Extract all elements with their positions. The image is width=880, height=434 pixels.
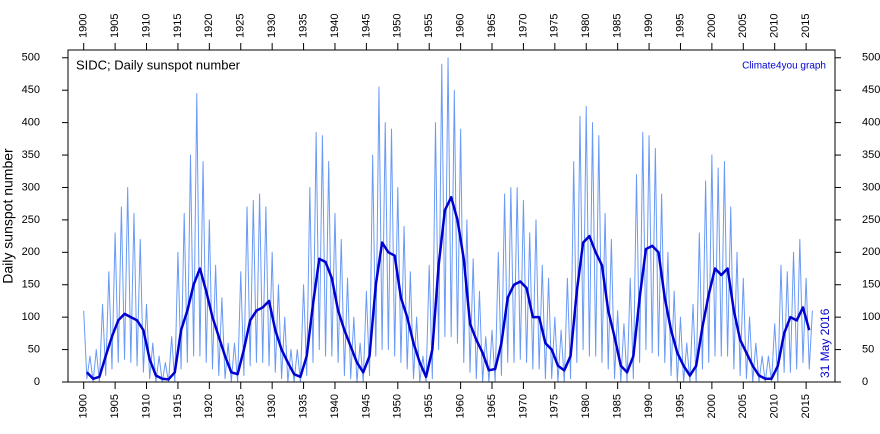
x-tick-label-top: 1915: [172, 14, 184, 38]
x-tick-label: 1970: [517, 394, 529, 418]
y-tick-label: 200: [22, 246, 40, 258]
y2-tick-label: 50: [862, 343, 874, 355]
y-tick-label: 100: [22, 311, 40, 323]
x-tick-label-top: 1990: [643, 14, 655, 38]
x-tick-label: 1945: [360, 394, 372, 418]
x-tick-label: 1995: [674, 394, 686, 418]
y-tick-label: 400: [22, 117, 40, 129]
y2-tick-label: 0: [862, 376, 868, 388]
x-tick-label: 1935: [297, 394, 309, 418]
x-tick-label: 2005: [737, 394, 749, 418]
x-tick-label-top: 1920: [203, 14, 215, 38]
y2-tick-label: 150: [862, 279, 880, 291]
x-tick-label-top: 1945: [360, 14, 372, 38]
y-tick-label: 250: [22, 214, 40, 226]
x-tick-label-top: 1910: [140, 14, 152, 38]
x-tick-label: 2015: [800, 394, 812, 418]
y-tick-label: 350: [22, 149, 40, 161]
x-tick-label-top: 1940: [329, 14, 341, 38]
x-tick-label: 1990: [643, 394, 655, 418]
x-tick-label: 2010: [769, 394, 781, 418]
x-tick-label: 1930: [266, 394, 278, 418]
x-tick-label: 1925: [235, 394, 247, 418]
y-tick-label: 500: [22, 52, 40, 64]
x-tick-label: 1920: [203, 394, 215, 418]
y2-tick-label: 450: [862, 84, 880, 96]
y2-tick-label: 250: [862, 214, 880, 226]
x-tick-label-top: 1975: [549, 14, 561, 38]
x-tick-label: 1910: [140, 394, 152, 418]
y-tick-label: 150: [22, 279, 40, 291]
x-tick-label: 2000: [706, 394, 718, 418]
x-tick-label: 1975: [549, 394, 561, 418]
x-tick-label-top: 2015: [800, 14, 812, 38]
x-tick-label-top: 1935: [297, 14, 309, 38]
x-tick-label: 1950: [392, 394, 404, 418]
y-tick-label: 50: [28, 343, 40, 355]
x-tick-label-top: 1925: [235, 14, 247, 38]
x-tick-label: 1905: [109, 394, 121, 418]
x-tick-label-top: 2005: [737, 14, 749, 38]
y-tick-label: 0: [34, 376, 40, 388]
x-tick-label: 1985: [612, 394, 624, 418]
x-tick-label: 1955: [423, 394, 435, 418]
x-tick-label: 1900: [78, 394, 90, 418]
x-tick-label: 1980: [580, 394, 592, 418]
x-tick-label-top: 1950: [392, 14, 404, 38]
x-tick-label-top: 1900: [78, 14, 90, 38]
x-tick-label-top: 1955: [423, 14, 435, 38]
x-tick-label-top: 2010: [769, 14, 781, 38]
credit: Climate4you graph: [742, 61, 826, 72]
x-tick-label-top: 1965: [486, 14, 498, 38]
y2-tick-label: 100: [862, 311, 880, 323]
x-tick-label-top: 1980: [580, 14, 592, 38]
y2-tick-label: 350: [862, 149, 880, 161]
y2-tick-label: 500: [862, 52, 880, 64]
x-tick-label: 1960: [455, 394, 467, 418]
x-tick-label: 1915: [172, 394, 184, 418]
y2-tick-label: 400: [862, 117, 880, 129]
y-axis-label: Daily sunspot number: [0, 148, 16, 284]
y2-tick-label: 200: [862, 246, 880, 258]
plot-border: [67, 49, 836, 383]
x-tick-label-top: 1930: [266, 14, 278, 38]
chart-title: SIDC; Daily sunspot number: [76, 57, 241, 72]
x-tick-label-top: 1905: [109, 14, 121, 38]
date-note: 31 May 2016: [818, 308, 832, 378]
y-tick-label: 300: [22, 181, 40, 193]
x-tick-label-top: 1995: [674, 14, 686, 38]
x-tick-label-top: 1985: [612, 14, 624, 38]
y-tick-label: 450: [22, 84, 40, 96]
x-tick-label-top: 2000: [706, 14, 718, 38]
x-tick-label: 1940: [329, 394, 341, 418]
x-tick-label-top: 1960: [455, 14, 467, 38]
x-tick-label: 1965: [486, 394, 498, 418]
series-line: [85, 195, 811, 381]
series-line: [83, 57, 813, 383]
x-tick-label-top: 1970: [517, 14, 529, 38]
y2-tick-label: 300: [862, 181, 880, 193]
